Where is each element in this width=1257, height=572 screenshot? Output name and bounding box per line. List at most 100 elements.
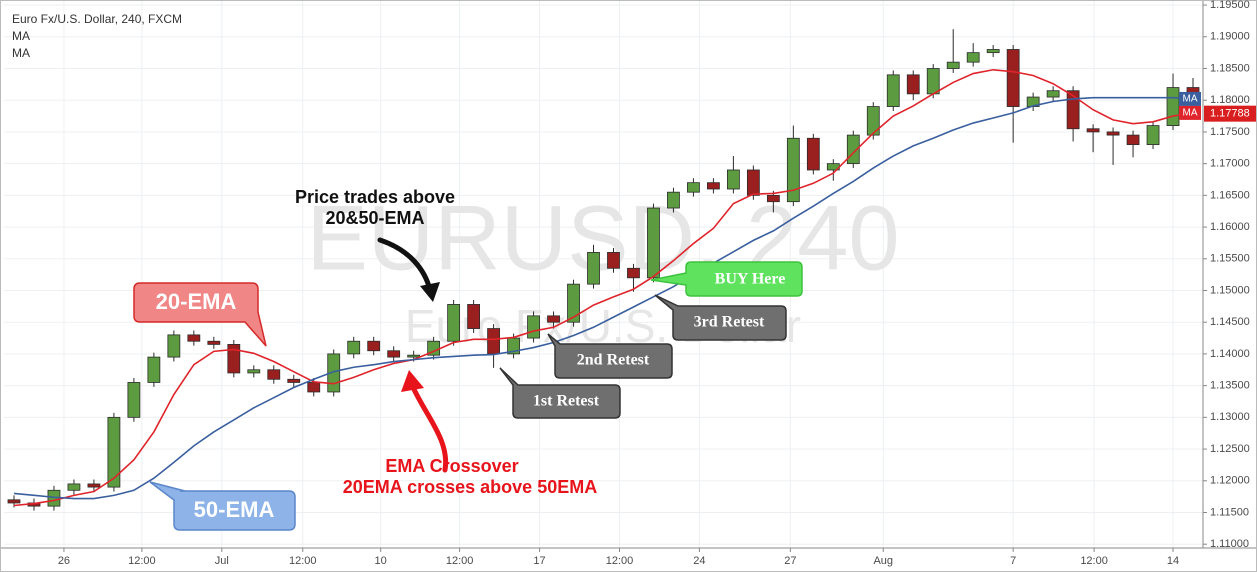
x-tick-label: 27 — [784, 555, 796, 567]
plot — [7, 29, 1200, 511]
ema50-callout — [149, 481, 296, 531]
y-tick-label: 1.15500 — [1210, 253, 1250, 265]
candle-body — [187, 334, 201, 342]
candle-body — [327, 353, 341, 393]
ema-line — [13, 96, 1194, 500]
candle-body — [707, 182, 720, 190]
candle-body — [647, 207, 660, 279]
candle-body — [487, 328, 500, 355]
crossover-note: EMA Crossover — [385, 456, 518, 476]
y-tick-label: 1.11000 — [1210, 538, 1249, 550]
candle-body — [207, 340, 221, 345]
candle-body — [247, 369, 261, 374]
candle-body — [906, 74, 920, 95]
y-tick-label: 1.18500 — [1210, 62, 1250, 74]
candle-body — [367, 340, 381, 352]
arrow — [409, 382, 449, 473]
candle-body — [667, 191, 680, 209]
y-tick-label: 1.13500 — [1210, 380, 1250, 392]
y-tick-label: 1.12500 — [1210, 443, 1250, 455]
candle-body — [1166, 87, 1180, 126]
buy-label: BUY Here — [715, 271, 786, 288]
candle-body — [1006, 49, 1020, 107]
x-tick-label: 7 — [1010, 555, 1016, 567]
candle-body — [467, 304, 481, 329]
ema-line — [13, 68, 1194, 507]
indicator-label: MA — [12, 29, 30, 43]
candle-body — [567, 283, 580, 323]
candle-body — [607, 252, 620, 269]
candle-body — [387, 350, 401, 358]
x-tick-label: 12:00 — [128, 555, 156, 567]
arrow-head — [420, 282, 440, 302]
arrow-head — [401, 370, 424, 392]
candle-body — [67, 483, 81, 491]
y-tick-label: 1.13000 — [1210, 411, 1250, 423]
axes: 1.11000 1.11500 1.12000 1.12500 1.13000 1.135… — [58, 0, 1256, 567]
candle-body — [806, 137, 820, 171]
retest-callout — [654, 294, 787, 341]
y-tick-label: 1.17500 — [1210, 126, 1250, 138]
x-tick-label: Jul — [215, 555, 229, 567]
candle-body — [87, 483, 101, 488]
candle-body — [587, 252, 600, 285]
y-tick-label: 1.15000 — [1210, 284, 1250, 296]
retest-label: 1st Retest — [533, 393, 600, 410]
candle-body — [986, 49, 1000, 54]
y-tick-label: 1.19500 — [1210, 0, 1250, 11]
y-tick-label: 1.19000 — [1210, 31, 1250, 43]
candle-body — [846, 134, 860, 165]
x-tick-label: 10 — [375, 555, 387, 567]
candle-body — [746, 169, 760, 196]
candle-body — [287, 378, 301, 383]
candle-body — [347, 340, 361, 355]
candle-body — [147, 356, 161, 383]
ema20-callout — [133, 282, 267, 347]
buy-callout[interactable] — [650, 261, 803, 297]
candle-body — [527, 315, 540, 339]
y-tick-label: 1.17000 — [1210, 158, 1250, 170]
y-tick-label: 1.16000 — [1210, 221, 1250, 233]
candle-body — [547, 315, 560, 323]
indicator-label: MA — [12, 46, 30, 60]
x-tick-label: 12:00 — [606, 555, 634, 567]
x-tick-label: 12:00 — [289, 555, 317, 567]
price-note: Price trades above — [295, 187, 455, 207]
ema20-callout-label: 20-EMA — [156, 289, 237, 314]
ma-tag-label: MA — [1183, 94, 1198, 105]
ema50-callout-label: 50-EMA — [194, 497, 275, 522]
retest-callout — [547, 333, 673, 379]
candle-body — [687, 182, 700, 193]
candle-body — [127, 382, 141, 418]
y-tick-label: 1.11500 — [1210, 506, 1249, 518]
candle-body — [307, 382, 321, 393]
candle-body — [726, 169, 740, 190]
x-tick-label: Aug — [873, 555, 893, 567]
chart-title: Euro Fx/U.S. Dollar, 240, FXCM — [12, 12, 182, 26]
candle-body — [167, 334, 181, 358]
candle-body — [267, 369, 281, 380]
ma-tag — [1179, 105, 1201, 120]
candle-body — [107, 416, 121, 488]
y-tick-label: 1.18000 — [1210, 94, 1250, 106]
candle-body — [227, 344, 241, 374]
x-tick-label: 14 — [1167, 555, 1179, 567]
retest-label: 2nd Retest — [577, 352, 650, 369]
candle-body — [926, 68, 940, 95]
candle-body — [1146, 125, 1160, 146]
candle-body — [447, 304, 461, 342]
candle-body — [1046, 90, 1060, 98]
candle-body — [946, 61, 960, 69]
y-tick-label: 1.14500 — [1210, 316, 1250, 328]
x-tick-label: 26 — [58, 555, 70, 567]
x-tick-label: 12:00 — [446, 555, 474, 567]
candle-body — [966, 52, 980, 63]
candle-body — [1086, 128, 1100, 133]
y-tick-label: 1.12000 — [1210, 475, 1250, 487]
candle-body — [766, 194, 780, 203]
last-price-label: 1.17788 — [1210, 108, 1250, 120]
ma-tag-label: MA — [1183, 108, 1198, 119]
candle-body — [886, 74, 900, 107]
price-note: 20&50-EMA — [325, 208, 424, 228]
